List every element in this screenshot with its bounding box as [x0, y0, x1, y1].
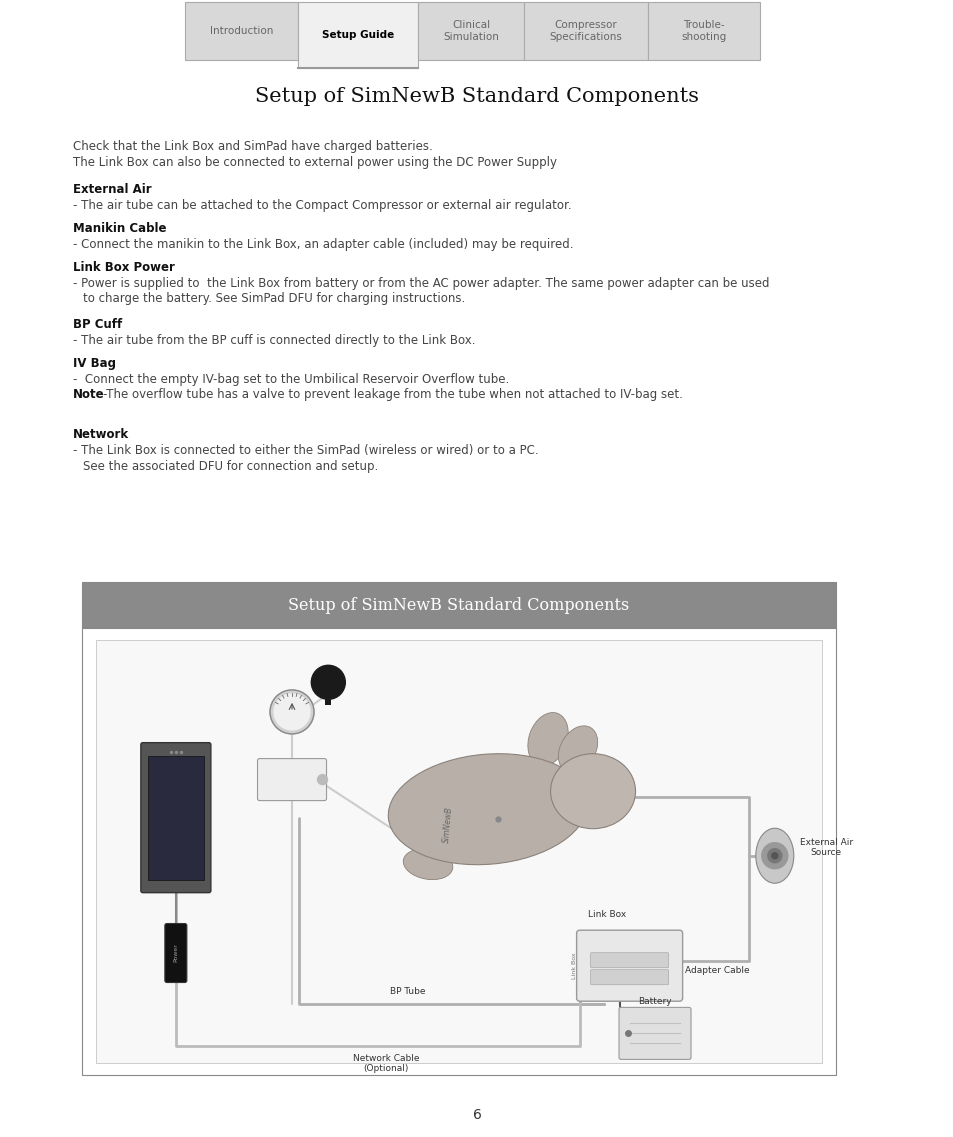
FancyBboxPatch shape	[590, 953, 668, 968]
Circle shape	[274, 694, 310, 730]
Ellipse shape	[755, 828, 793, 883]
Bar	[148, 756, 204, 880]
Circle shape	[771, 853, 777, 858]
Text: - Connect the manikin to the Link Box, an adapter cable (included) may be requir: - Connect the manikin to the Link Box, a…	[73, 238, 573, 251]
Text: - The air tube can be attached to the Compact Compressor or external air regulat: - The air tube can be attached to the Co…	[73, 199, 571, 211]
Text: Check that the Link Box and SimPad have charged batteries.: Check that the Link Box and SimPad have …	[73, 140, 433, 153]
Ellipse shape	[388, 754, 587, 864]
Text: Trouble-
shooting: Trouble- shooting	[680, 20, 726, 42]
Bar	[325, 697, 331, 705]
FancyBboxPatch shape	[576, 930, 682, 1002]
FancyBboxPatch shape	[141, 742, 211, 893]
Text: Network: Network	[73, 428, 129, 441]
Circle shape	[311, 665, 345, 699]
Text: Introduction: Introduction	[210, 26, 273, 36]
Text: Link Box: Link Box	[587, 911, 625, 919]
Text: Adapter Cable: Adapter Cable	[684, 966, 748, 976]
Text: Setup of SimNewB Standard Components: Setup of SimNewB Standard Components	[288, 597, 629, 614]
Bar	[523, 2, 647, 60]
Text: BP Tube: BP Tube	[390, 987, 425, 996]
Text: BP Cuff: BP Cuff	[73, 318, 122, 331]
Text: Clinical
Simulation: Clinical Simulation	[442, 20, 498, 42]
Ellipse shape	[527, 713, 568, 766]
Ellipse shape	[403, 849, 453, 880]
Text: - The Link Box is connected to either the SimPad (wireless or wired) or to a PC.: - The Link Box is connected to either th…	[73, 445, 538, 457]
Text: Link Box: Link Box	[572, 953, 577, 979]
Text: - The air tube from the BP cuff is connected directly to the Link Box.: - The air tube from the BP cuff is conne…	[73, 334, 475, 347]
Text: 6: 6	[472, 1107, 481, 1122]
FancyBboxPatch shape	[257, 758, 326, 800]
Text: -The overflow tube has a valve to prevent leakage from the tube when not attache: -The overflow tube has a valve to preven…	[103, 388, 682, 401]
Bar	[82, 582, 835, 628]
Circle shape	[761, 843, 787, 869]
Ellipse shape	[558, 725, 598, 772]
FancyBboxPatch shape	[618, 1007, 690, 1060]
FancyBboxPatch shape	[590, 970, 668, 985]
Bar	[185, 2, 297, 60]
Text: Compressor
Specifications: Compressor Specifications	[549, 20, 621, 42]
Bar	[96, 640, 821, 1063]
Text: to charge the battery. See SimPad DFU for charging instructions.: to charge the battery. See SimPad DFU fo…	[83, 292, 465, 305]
Bar	[647, 2, 760, 60]
Text: -  Connect the empty IV-bag set to the Umbilical Reservoir Overflow tube.: - Connect the empty IV-bag set to the Um…	[73, 373, 509, 385]
Circle shape	[767, 848, 781, 863]
Circle shape	[270, 690, 314, 733]
Text: SimNewB: SimNewB	[441, 806, 454, 843]
Bar	[82, 628, 835, 1074]
Text: Setup Guide: Setup Guide	[321, 30, 394, 40]
FancyBboxPatch shape	[165, 923, 187, 982]
Text: Manikin Cable: Manikin Cable	[73, 222, 167, 235]
Text: Link Box Power: Link Box Power	[73, 262, 174, 274]
Text: Setup of SimNewB Standard Components: Setup of SimNewB Standard Components	[254, 88, 699, 107]
Text: The Link Box can also be connected to external power using the DC Power Supply: The Link Box can also be connected to ex…	[73, 156, 557, 169]
Text: External Air
Source: External Air Source	[799, 838, 852, 857]
Text: External Air: External Air	[73, 183, 152, 196]
Text: IV Bag: IV Bag	[73, 357, 116, 370]
Text: Network Cable
(Optional): Network Cable (Optional)	[353, 1054, 419, 1073]
Text: Note: Note	[73, 388, 105, 401]
Ellipse shape	[550, 754, 635, 829]
Text: Power: Power	[173, 944, 178, 962]
Bar	[417, 2, 523, 60]
Text: Battery: Battery	[638, 997, 671, 1006]
Text: See the associated DFU for connection and setup.: See the associated DFU for connection an…	[83, 460, 377, 473]
Circle shape	[317, 774, 327, 785]
Bar	[297, 2, 417, 68]
Text: - Power is supplied to  the Link Box from battery or from the AC power adapter. : - Power is supplied to the Link Box from…	[73, 277, 769, 290]
